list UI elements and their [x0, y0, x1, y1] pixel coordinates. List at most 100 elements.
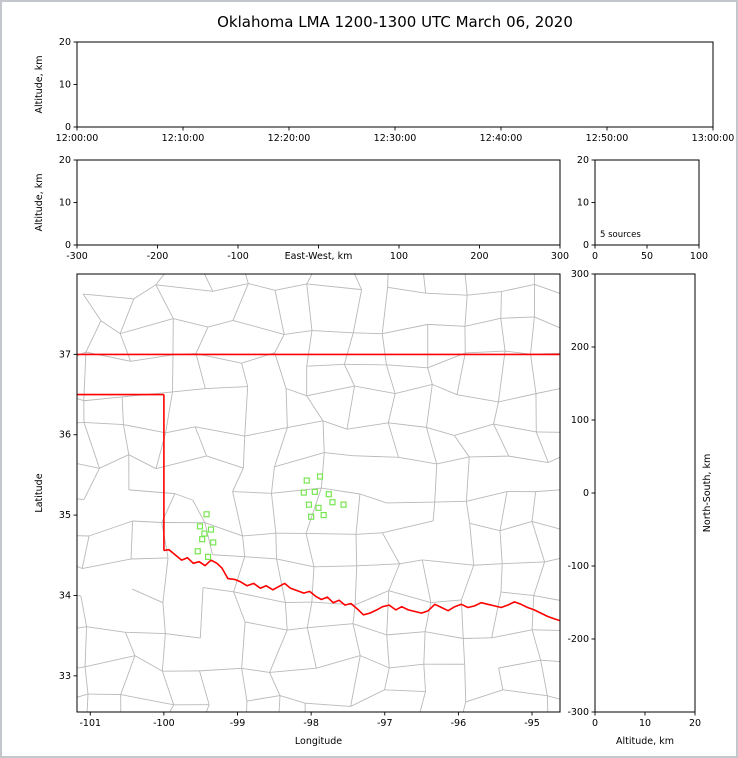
county-line — [44, 266, 45, 295]
time-height-panel-frame — [76, 41, 714, 128]
county-line — [195, 426, 245, 437]
county-line — [285, 388, 288, 428]
county-line — [45, 295, 58, 327]
source-marker — [329, 499, 336, 506]
tick-label: 10 — [59, 80, 71, 91]
county-line — [306, 385, 355, 397]
county-line — [285, 388, 307, 397]
county-line — [419, 691, 426, 712]
county-line — [540, 659, 560, 663]
county-line — [530, 354, 537, 394]
county-line — [120, 694, 174, 706]
county-line — [387, 286, 426, 294]
county-line — [547, 695, 560, 700]
county-line — [241, 667, 270, 673]
county-line — [123, 424, 166, 434]
county-line — [500, 591, 534, 596]
county-line — [313, 565, 357, 568]
county-line — [574, 489, 581, 535]
county-line — [46, 390, 52, 424]
county-line — [500, 318, 506, 352]
source-marker — [340, 501, 347, 508]
county-line — [531, 595, 535, 630]
tick-label: 200 — [571, 342, 589, 353]
state-border-segment — [163, 548, 560, 622]
county-line — [199, 587, 204, 639]
county-line — [274, 283, 307, 291]
county-line — [498, 659, 541, 669]
county-line — [491, 591, 502, 638]
county-line — [387, 422, 399, 458]
county-line — [354, 565, 358, 605]
county-line — [464, 274, 468, 296]
county-line — [232, 491, 272, 494]
county-line — [84, 655, 136, 668]
county-line — [386, 590, 390, 635]
county-line — [497, 350, 506, 402]
source-marker — [207, 526, 215, 533]
county-line — [350, 689, 385, 707]
county-line — [540, 660, 548, 696]
tick-label: 300 — [571, 269, 589, 280]
county-line — [161, 670, 175, 705]
county-line — [50, 327, 58, 366]
sources-count-annotation: 5 sources — [600, 230, 641, 240]
county-line — [434, 500, 467, 503]
county-line — [85, 351, 131, 362]
ns-height-panel: 0 10 20 Altitude, km -300 -200 -100 0 100 200 300 N… — [567, 269, 713, 747]
county-line — [77, 498, 85, 500]
county-line — [120, 318, 174, 335]
county-line — [121, 396, 124, 425]
county-line — [125, 631, 166, 635]
county-line — [274, 290, 285, 335]
plan-view-map: -101 -100 -99 -98 -97 -96 -95 Longitude 33 34 35 36… — [34, 266, 581, 747]
county-line — [535, 431, 549, 463]
county-line — [285, 601, 312, 604]
county-line — [384, 689, 426, 692]
axis-label: Altitude, km — [616, 736, 674, 747]
source-marker — [199, 536, 206, 543]
county-line — [499, 530, 503, 564]
county-line — [306, 363, 345, 367]
county-line — [132, 520, 162, 523]
county-line — [44, 633, 45, 673]
county-line — [352, 623, 387, 636]
county-line — [279, 695, 306, 704]
county-line — [246, 736, 278, 739]
county-line — [388, 590, 431, 604]
tick-label: 100 — [571, 415, 589, 426]
county-line — [275, 533, 277, 559]
county-line — [83, 422, 100, 469]
county-line — [531, 521, 560, 530]
county-line — [501, 284, 535, 292]
county-line — [532, 629, 560, 631]
county-line — [173, 318, 209, 328]
lma-sources — [194, 473, 347, 560]
county-line — [161, 633, 166, 672]
county-line — [360, 655, 390, 669]
county-line — [352, 604, 356, 624]
county-line — [276, 558, 315, 568]
county-line — [128, 489, 175, 495]
county-line — [502, 561, 545, 565]
tick-label: -99 — [230, 718, 246, 729]
county-line — [131, 588, 164, 604]
county-line — [464, 295, 468, 327]
county-line — [352, 455, 399, 458]
county-line — [274, 352, 287, 389]
county-line — [423, 631, 426, 665]
county-line — [307, 623, 354, 629]
county-line — [162, 557, 169, 603]
county-line — [174, 493, 193, 501]
county-line — [386, 634, 390, 668]
county-line — [241, 363, 249, 387]
county-line — [355, 532, 383, 535]
tick-label: 10 — [59, 198, 71, 209]
county-line — [508, 455, 549, 463]
county-line — [466, 491, 508, 502]
county-line — [321, 487, 361, 495]
county-line — [128, 454, 157, 470]
county-line — [83, 352, 87, 401]
source-marker — [305, 501, 313, 508]
